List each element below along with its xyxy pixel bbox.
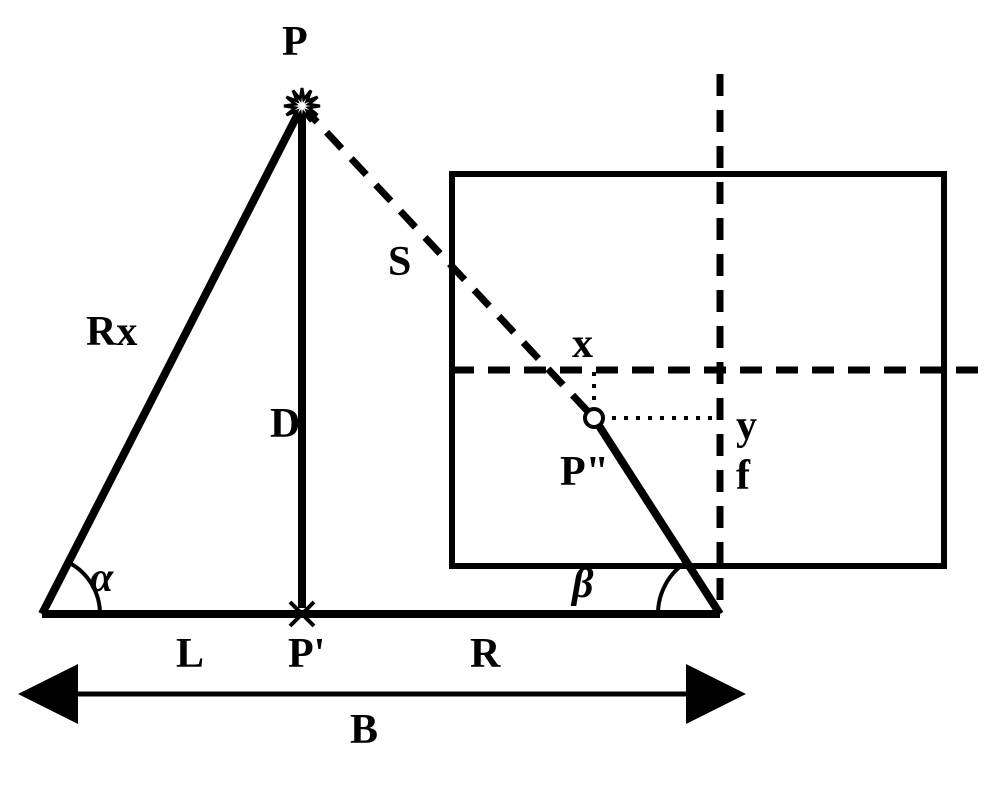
diagram-svg <box>0 0 1000 801</box>
label-Rx: Rx <box>86 308 137 356</box>
label-P_prime: P' <box>288 630 325 678</box>
diagram-canvas: P Rx S Dx yf P" α β L P' R B <box>0 0 1000 801</box>
label-alpha: α <box>90 554 113 602</box>
label-S: S <box>388 238 411 286</box>
label-R: R <box>470 630 500 678</box>
label-f: f <box>736 452 750 500</box>
label-D: D <box>270 400 300 448</box>
label-y: y <box>736 402 757 450</box>
label-beta: β <box>572 560 594 608</box>
label-L: L <box>176 630 204 678</box>
label-x: x <box>572 320 593 368</box>
label-P: P <box>282 18 308 66</box>
label-P_doubleprime: P" <box>560 448 609 496</box>
label-B: B <box>350 706 378 754</box>
